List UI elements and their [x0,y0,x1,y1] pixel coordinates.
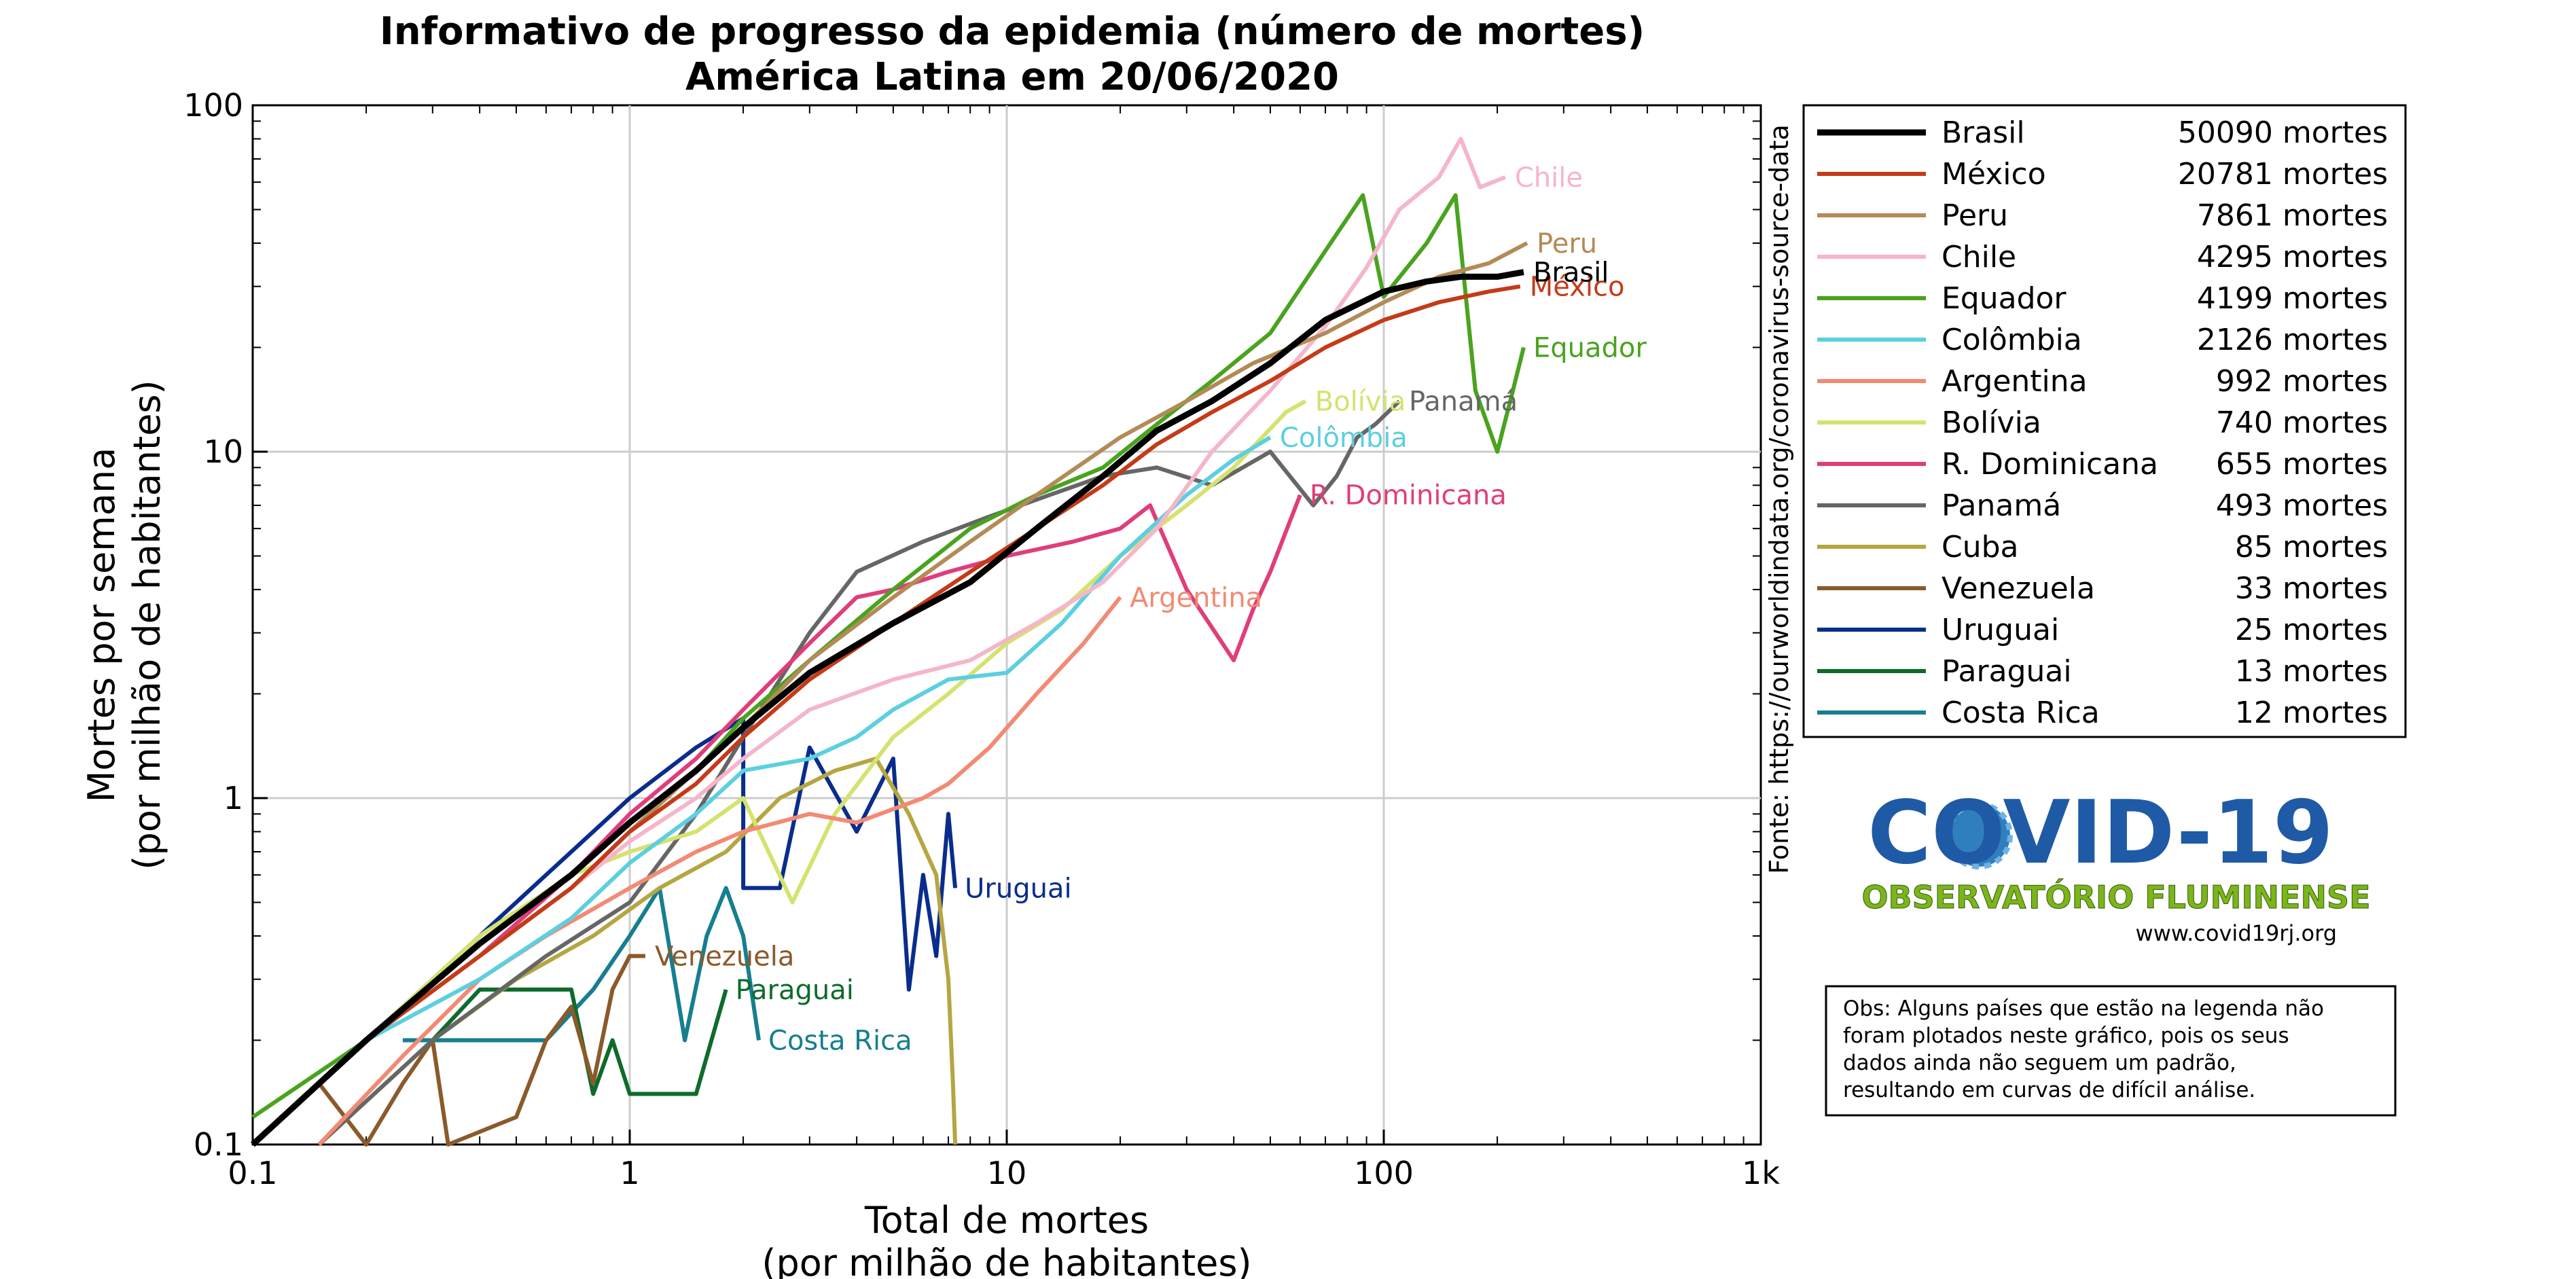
x-tick-label: 10 [987,1155,1027,1191]
x-tick-label: 1k [1742,1155,1780,1191]
legend-series-name: México [1942,157,2046,192]
legend-death-count: 4199 mortes [2197,281,2388,316]
series-line-4 [251,137,1506,1147]
series-line-6 [251,435,1272,1147]
series-end-label: Venezuela [655,941,794,973]
legend-death-count: 2126 mortes [2197,323,2388,357]
y-axis-label-sub: (por milhão de habitantes) [126,380,168,869]
series-end-label: Paraguai [736,975,854,1006]
legend-death-count: 20781 mortes [2178,157,2388,192]
series-line-9 [365,494,1302,1042]
series-end-label: Bolívia [1315,386,1406,417]
covid-logo: COVID-19 OBSERVATÓRIO FLUMINENSE www.cov… [1861,782,2371,946]
virus-icon [1945,801,2013,869]
series-line-11 [317,756,958,1147]
series-end-label: Argentina [1130,582,1262,613]
legend-series-name: Brasil [1942,115,2025,150]
legend-death-count: 493 mortes [2216,488,2388,523]
note-line-2: foram plotados neste gráfico, pois os se… [1843,1024,2289,1048]
x-tick-label: 1 [620,1155,639,1191]
x-tick-label: 100 [1354,1155,1414,1191]
grid [253,105,1761,1145]
note-line-4: resultando em curvas de difícil análise. [1843,1078,2255,1102]
note-box [1825,985,2397,1117]
legend-series-name: Peru [1942,198,2008,233]
legend-series-name: Argentina [1942,364,2088,399]
x-axis-label-sub: (por milhão de habitantes) [762,1242,1251,1279]
y-tick-label: 0.1 [194,1126,243,1163]
legend-series-name: Uruguai [1942,613,2059,647]
series-end-labels: Costa Rica Paraguai Uruguai Venezuela Panamá… [655,162,1647,1057]
legend-death-count: 992 mortes [2216,364,2388,399]
series-end-label: Chile [1515,162,1583,194]
legend-series-name: Colômbia [1942,323,2082,357]
note-line-1: Obs: Alguns países que estão na legenda … [1843,996,2324,1021]
legend-death-count: 4295 mortes [2197,240,2388,274]
legend-death-count: 12 mortes [2235,696,2388,730]
y-tick-label: 1 [223,780,243,816]
series-line-12 [251,954,645,1147]
legend-death-count: 13 mortes [2235,654,2388,689]
legend-series-name: Chile [1942,240,2016,274]
series-end-label: Uruguai [965,873,1071,904]
legend-series-name: Paraguai [1942,654,2072,689]
legend-death-count: 85 mortes [2235,530,2388,564]
legend-series-name: R. Dominicana [1942,447,2158,482]
legend-death-count: 7861 mortes [2197,198,2388,233]
logo-subtitle: OBSERVATÓRIO FLUMINENSE [1861,879,2370,916]
legend-series-name: Venezuela [1942,571,2095,606]
legend-death-count: 655 mortes [2216,447,2388,482]
note-line-3: dados ainda não seguem um padrão, [1843,1051,2236,1075]
series-end-label: Costa Rica [768,1025,912,1056]
legend-series-name: Bolívia [1942,406,2041,440]
series-end-label: Panamá [1409,386,1518,417]
legend-series-name: Costa Rica [1942,696,2100,730]
legend: Brasil 50090 mortes México 20781 mortes Peru… [1817,115,2388,730]
legend-death-count: 25 mortes [2235,613,2388,647]
axis-ticks: 0.1 1 10 100 1k 0.1 1 10 100 [183,87,1780,1191]
series-end-label: México [1530,272,1625,303]
logo-url: www.covid19rj.org [2136,920,2337,946]
x-axis-label: Total de mortes [864,1199,1149,1242]
source-text: Fonte: https://ourworldindata.org/corona… [1764,124,1794,874]
series-end-label: Peru [1537,228,1597,259]
series-end-label: Brasil [1533,257,1609,289]
legend-death-count: 33 mortes [2235,571,2388,606]
series-line-1 [250,269,1524,1147]
legend-death-count: 740 mortes [2216,406,2388,440]
y-tick-label: 10 [203,433,243,470]
x-tick-label: 0.1 [228,1155,277,1191]
y-axis-label: Mortes por semana [80,448,123,803]
legend-death-count: 50090 mortes [2178,115,2388,150]
legend-series-name: Panamá [1942,488,2061,523]
legend-series-name: Equador [1942,281,2067,316]
series-line-14 [431,987,728,1096]
series-lines [250,137,1528,1147]
series-end-label: R. Dominicana [1310,480,1507,511]
chart-title: Informativo de progresso da epidemia (nú… [380,10,1645,54]
series-end-label: Equador [1533,332,1647,363]
logo-text: COVID-19 [1867,782,2333,884]
legend-series-name: Cuba [1942,530,2019,564]
series-end-label: Colômbia [1280,422,1408,454]
series-line-2 [251,284,1521,1147]
chart-subtitle: América Latina em 20/06/2020 [685,55,1339,99]
y-tick-label: 100 [183,87,243,124]
